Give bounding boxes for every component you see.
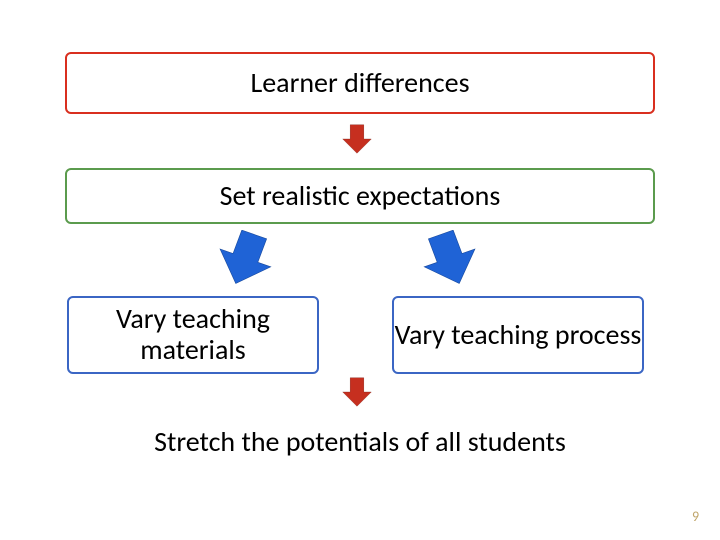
box-vary-process: Vary teaching process: [392, 296, 644, 374]
arrow-down-left-icon: [215, 230, 275, 288]
box-learner-differences: Learner differences: [65, 52, 655, 114]
box-vary-process-text: Vary teaching process: [395, 320, 642, 351]
box-vary-materials: Vary teaching materials: [67, 296, 319, 374]
arrow-down-icon: [340, 375, 374, 409]
box-set-expectations: Set realistic expectations: [65, 168, 655, 224]
box-vary-materials-text: Vary teaching materials: [69, 304, 317, 366]
page-number: 9: [692, 508, 699, 525]
arrow-down-right-icon: [420, 230, 480, 288]
box-set-expectations-text: Set realistic expectations: [220, 181, 501, 212]
arrow-down-icon: [340, 122, 374, 156]
text-stretch-potentials: Stretch the potentials of all students: [90, 424, 630, 464]
box-learner-differences-text: Learner differences: [250, 68, 469, 99]
text-stretch-potentials-label: Stretch the potentials of all students: [154, 424, 566, 459]
page-number-text: 9: [692, 508, 699, 525]
